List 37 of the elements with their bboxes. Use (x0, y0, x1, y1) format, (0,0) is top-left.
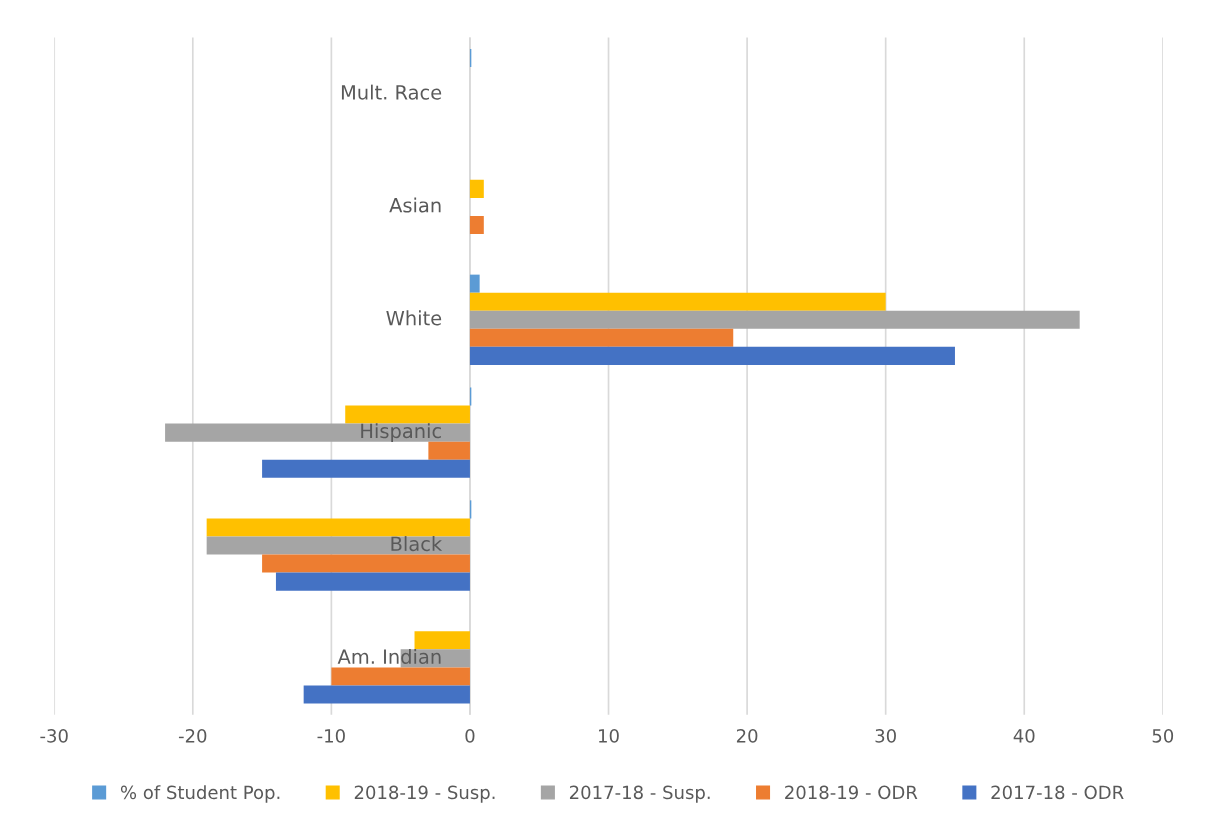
x-tick-label: 40 (1013, 728, 1035, 743)
legend-label: % of Student Pop. (120, 785, 280, 803)
bar (275, 572, 470, 591)
bar (428, 441, 470, 460)
x-tick-label: -10 (317, 728, 345, 743)
bar (469, 346, 955, 365)
y-tick-label: White (386, 310, 442, 326)
bar (262, 459, 470, 478)
x-tick-label: -20 (178, 728, 207, 743)
x-tick-label: -30 (40, 728, 68, 743)
bar (165, 423, 470, 442)
bar (206, 518, 470, 537)
bar (262, 554, 470, 573)
bar (469, 328, 734, 347)
x-tick-label: 30 (875, 728, 896, 743)
bar (414, 631, 470, 650)
legend-label: 2018-19 - ODR (785, 785, 918, 800)
bar (469, 215, 484, 234)
bar (469, 179, 484, 198)
y-tick-label: Asian (389, 197, 441, 213)
legend-label: 2017-18 - Susp. (569, 785, 710, 803)
bar (469, 274, 480, 293)
bar (469, 310, 1080, 329)
y-tick-label: Black (391, 536, 443, 552)
y-tick-label: Mult. Race (341, 84, 442, 100)
x-tick-label: 50 (1152, 728, 1174, 743)
x-tick-label: 0 (465, 728, 475, 743)
bar (469, 292, 886, 311)
x-tick-label: 10 (599, 728, 619, 743)
bar (303, 685, 470, 704)
bar (206, 536, 470, 555)
y-tick-label: Hispanic (361, 423, 441, 443)
x-tick-label: 20 (736, 728, 758, 743)
bar (331, 667, 470, 686)
legend-label: 2018-19 - Susp. (354, 785, 495, 803)
legend-label: 2017-18 - ODR (991, 785, 1124, 800)
bar (345, 405, 470, 424)
